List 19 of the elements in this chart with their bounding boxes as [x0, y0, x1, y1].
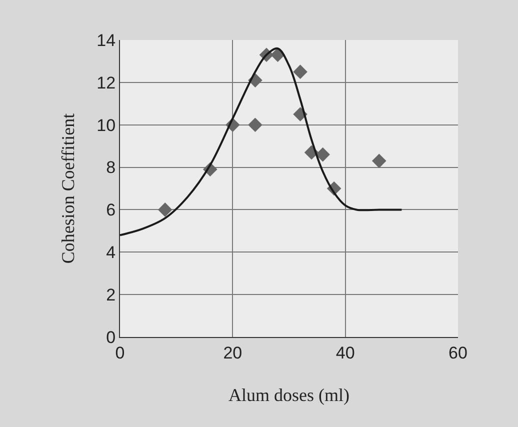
line-series	[120, 47, 403, 236]
point	[372, 154, 386, 168]
x-tick-label: 20	[223, 343, 242, 362]
y-tick-label: 0	[106, 328, 116, 347]
x-axis-title: Alum doses (ml)	[228, 385, 350, 405]
y-tick-label: 4	[106, 243, 116, 262]
point	[158, 202, 172, 217]
point	[293, 64, 308, 79]
x-tick-label: 40	[336, 343, 355, 362]
y-tick-label: 8	[106, 158, 116, 178]
x-tick-label: 60	[448, 343, 468, 362]
y-tick-label: 2	[106, 286, 116, 305]
y-tick-label: 10	[96, 116, 116, 135]
point	[316, 147, 330, 162]
y-tick-label: 6	[106, 200, 116, 220]
y-tick-label: 14	[96, 30, 116, 50]
y-axis-title: Cohesion Coeffitient	[58, 113, 78, 264]
y-tick-label: 12	[96, 73, 116, 92]
point	[248, 118, 262, 132]
